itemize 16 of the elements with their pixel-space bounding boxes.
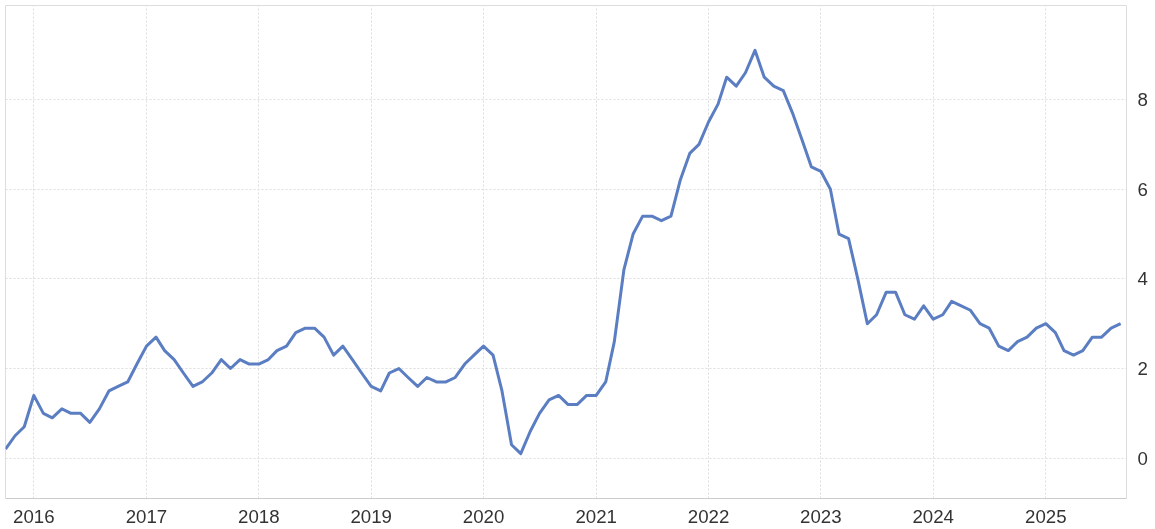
- y-tick-label: 2: [1137, 358, 1148, 380]
- x-tick-label: 2023: [800, 505, 842, 527]
- x-tick-label: 2024: [912, 505, 954, 527]
- x-tick-label: 2022: [687, 505, 730, 527]
- x-tick-label: 2017: [125, 505, 168, 527]
- x-tick-label: 2016: [13, 505, 55, 527]
- x-tick-label: 2020: [462, 505, 505, 527]
- x-tick-label: 2019: [350, 505, 392, 527]
- y-tick-label: 4: [1137, 268, 1148, 290]
- x-tick-label: 2025: [1025, 505, 1067, 527]
- y-tick-label: 8: [1137, 89, 1148, 111]
- line-series: [5, 48, 1123, 456]
- x-tick-label: 2018: [238, 505, 280, 527]
- y-tick-label: 0: [1137, 447, 1148, 469]
- y-tick-label: 6: [1137, 178, 1148, 200]
- x-tick-label: 2021: [575, 505, 617, 527]
